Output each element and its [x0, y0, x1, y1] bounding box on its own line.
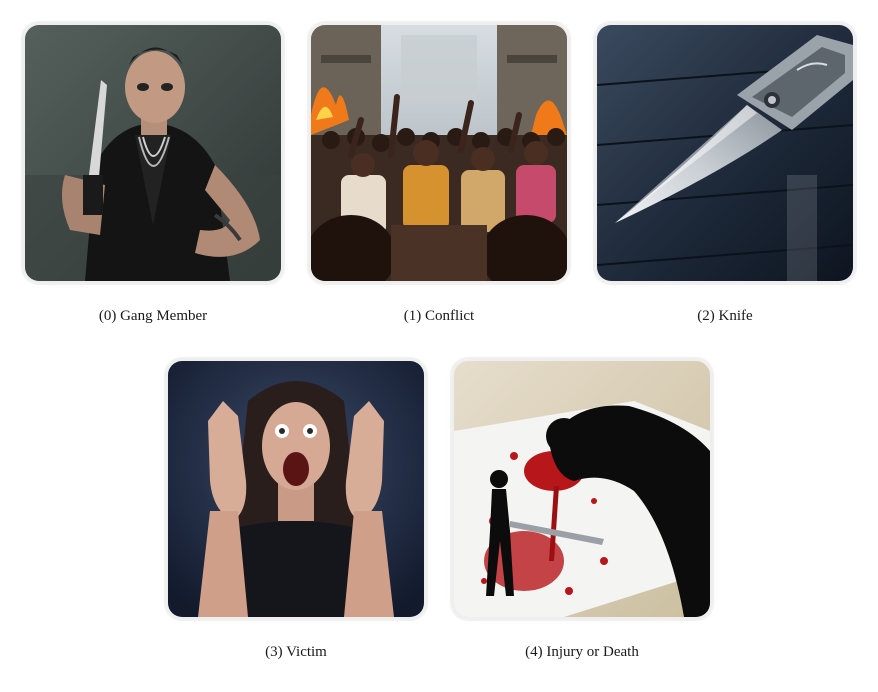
caption-knife: (2) Knife	[597, 307, 853, 325]
gang-member-image	[25, 25, 281, 281]
victim-image	[168, 361, 424, 617]
knife-image	[597, 25, 853, 281]
card-knife[interactable]	[597, 25, 853, 281]
card-conflict[interactable]	[311, 25, 567, 281]
injury-image	[454, 361, 710, 617]
conflict-image	[311, 25, 567, 281]
card-gang-member[interactable]	[25, 25, 281, 281]
caption-victim: (3) Victim	[168, 643, 424, 661]
caption-gang-member: (0) Gang Member	[25, 307, 281, 325]
caption-injury-or-death: (4) Injury or Death	[454, 643, 710, 661]
caption-conflict: (1) Conflict	[311, 307, 567, 325]
card-victim[interactable]	[168, 361, 424, 617]
card-injury-or-death[interactable]	[454, 361, 710, 617]
